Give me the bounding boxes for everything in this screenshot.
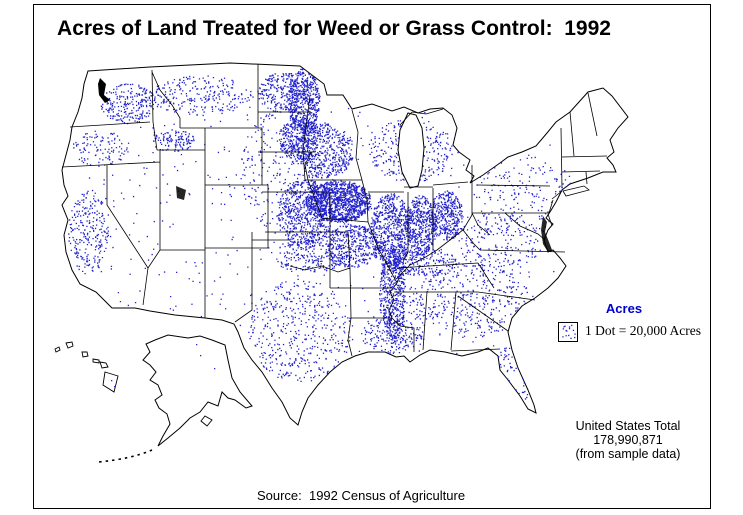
map-frame xyxy=(33,4,711,509)
lake-michigan xyxy=(397,112,425,189)
state-borders xyxy=(61,64,608,357)
us-total-value: 178,990,871 xyxy=(593,433,663,447)
page-title: Acres of Land Treated for Weed or Grass … xyxy=(57,17,611,40)
us-total-note: (from sample data) xyxy=(575,447,681,461)
great-salt-lake xyxy=(176,186,186,200)
alaska-outline xyxy=(142,334,253,447)
legend-sample-box xyxy=(558,322,578,342)
long-island xyxy=(562,185,590,197)
source-note: Source: 1992 Census of Agriculture xyxy=(256,488,466,503)
chesapeake-bay xyxy=(541,216,552,252)
kodiak-island xyxy=(200,415,213,427)
legend-heading: Acres xyxy=(605,301,643,316)
us-total-block: United States Total 178,990,871 (from sa… xyxy=(552,419,704,461)
hawaii-islands xyxy=(54,341,119,393)
us-total-line1: United States Total xyxy=(575,419,681,433)
aleutian-islands xyxy=(97,449,153,463)
puget-sound xyxy=(98,78,110,103)
conus-outline xyxy=(61,62,629,426)
dot-density-layer xyxy=(68,68,602,409)
legend-dot-label: 1 Dot = 20,000 Acres xyxy=(585,323,701,338)
legend-sample-dots xyxy=(562,324,576,339)
